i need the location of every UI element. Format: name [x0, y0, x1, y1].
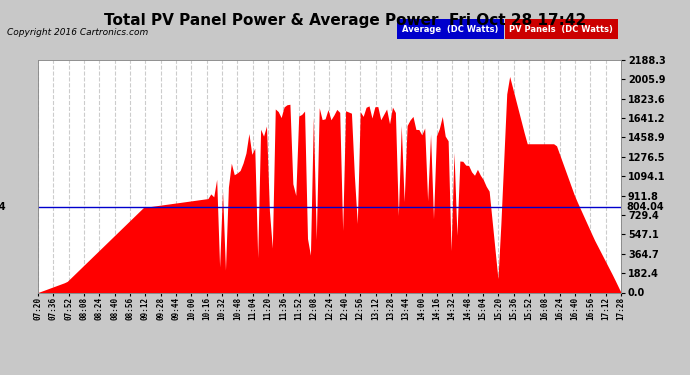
- Text: PV Panels  (DC Watts): PV Panels (DC Watts): [509, 25, 613, 34]
- Text: Copyright 2016 Cartronics.com: Copyright 2016 Cartronics.com: [7, 28, 148, 37]
- Text: Average  (DC Watts): Average (DC Watts): [402, 25, 498, 34]
- Text: 804.04: 804.04: [0, 202, 6, 212]
- Text: Total PV Panel Power & Average Power  Fri Oct 28 17:42: Total PV Panel Power & Average Power Fri…: [104, 13, 586, 28]
- Text: 804.04: 804.04: [627, 202, 664, 212]
